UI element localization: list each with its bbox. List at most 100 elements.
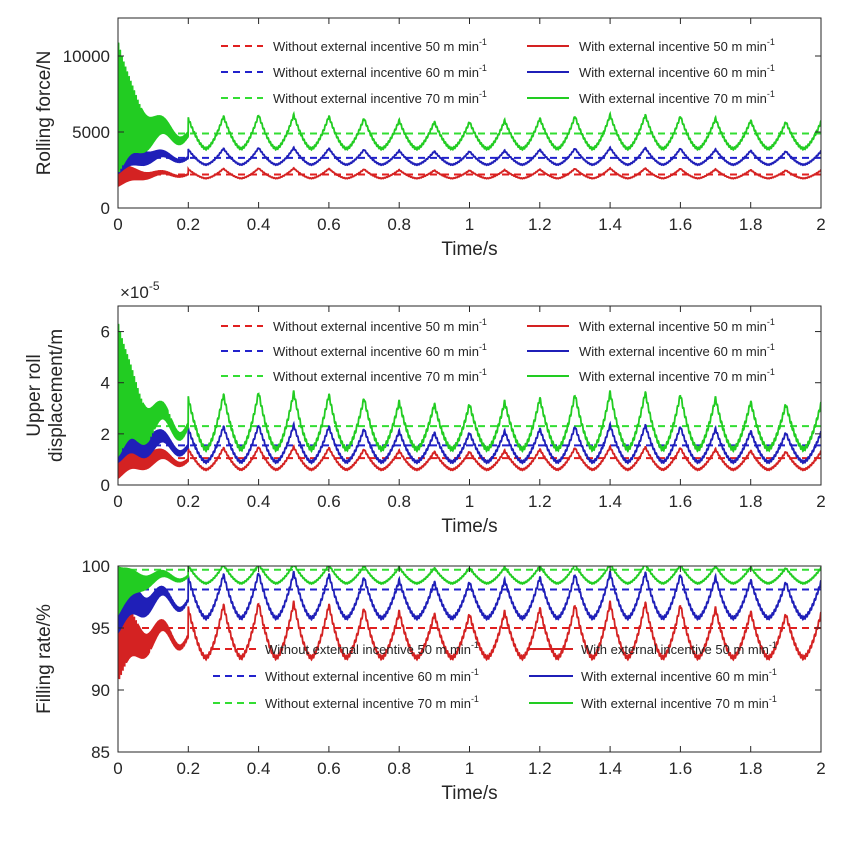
- x-tick-label: 0.6: [317, 759, 341, 778]
- legend-label: Without external incentive 50 m min-1: [265, 640, 479, 657]
- x-tick-label: 0.8: [387, 215, 411, 234]
- series-line: [118, 373, 821, 465]
- legend-item: With external incentive 60 m min-1: [527, 63, 775, 80]
- plot-area-1: [118, 42, 821, 187]
- subplot-2: 0 0.2 0.4 0.6 0.8 1 1.2 1.4 1.6 1.8 2 0 2 4 6 Time/s Upp…: [24, 279, 826, 537]
- series-line: [118, 597, 821, 680]
- series-line: [118, 410, 821, 480]
- x-tick-label: 0.6: [317, 215, 341, 234]
- x-tick-label: 0.6: [317, 492, 341, 511]
- x-tick-label: 1.8: [739, 215, 763, 234]
- legend-label: With external incentive 60 m min-1: [581, 667, 777, 684]
- legend-item: With external incentive 70 m min-1: [527, 367, 775, 384]
- x-tick-label: 2: [816, 759, 825, 778]
- x-tick-label: 2: [816, 215, 825, 234]
- legend-label: Without external incentive 70 m min-1: [273, 89, 487, 106]
- y-tick-label: 2: [101, 425, 110, 444]
- x-tick-label: 0.2: [176, 215, 200, 234]
- y-tick-label: 6: [101, 323, 110, 342]
- series-line: [118, 124, 821, 175]
- legend-item: Without external incentive 50 m min-1: [221, 317, 487, 334]
- subplot-3: 0 0.2 0.4 0.6 0.8 1 1.2 1.4 1.6 1.8 2 85 90 95 100 Time…: [34, 557, 826, 804]
- x-tick-label: 0.4: [247, 759, 271, 778]
- legend-label: Without external incentive 60 m min-1: [265, 667, 479, 684]
- legend-item: Without external incentive 60 m min-1: [213, 667, 479, 684]
- axes-box: [117, 565, 822, 753]
- legend-3: Without external incentive 50 m min-1 Wit…: [213, 640, 777, 711]
- x-tick-label: 1: [465, 215, 474, 234]
- y-tick-label: 0: [101, 199, 110, 218]
- x-tick-label: 0: [113, 492, 122, 511]
- x-tick-label: 1.2: [528, 759, 552, 778]
- x-tick-label: 0.8: [387, 492, 411, 511]
- legend-item: Without external incentive 50 m min-1: [221, 37, 487, 54]
- legend-label: Without external incentive 60 m min-1: [273, 63, 487, 80]
- legend-2: Without external incentive 50 m min-1 Wit…: [221, 317, 775, 384]
- legend-label: Without external incentive 50 m min-1: [273, 317, 487, 334]
- y-tick-label: 4: [101, 374, 110, 393]
- legend-item: With external incentive 60 m min-1: [527, 342, 775, 359]
- legend-label: With external incentive 60 m min-1: [579, 342, 775, 359]
- legend-item: With external incentive 50 m min-1: [527, 37, 775, 54]
- x-tick-label: 0: [113, 215, 122, 234]
- y-tick-label: 90: [91, 681, 110, 700]
- y-axis-label: Filling rate/%: [34, 604, 55, 714]
- legend-label: Without external incentive 60 m min-1: [273, 342, 487, 359]
- x-tick-label: 1.4: [598, 492, 622, 511]
- x-axis-label: Time/s: [441, 516, 497, 537]
- x-tick-label: 1.4: [598, 215, 622, 234]
- legend-label: Without external incentive 70 m min-1: [273, 367, 487, 384]
- subplot-1: 0 0.2 0.4 0.6 0.8 1 1.2 1.4 1.6 1.8 2 0 5000 10000 Tim…: [34, 17, 826, 260]
- legend-item: With external incentive 70 m min-1: [529, 694, 777, 711]
- x-tick-label: 1.6: [669, 215, 693, 234]
- y-tick-label: 5000: [72, 123, 110, 142]
- x-tick-label: 1.2: [528, 215, 552, 234]
- legend-1: Without external incentive 50 m min-1 Wit…: [221, 37, 775, 106]
- y-tick-label: 95: [91, 619, 110, 638]
- legend-label: Without external incentive 50 m min-1: [273, 37, 487, 54]
- x-axis-label: Time/s: [441, 783, 497, 804]
- legend-item: Without external incentive 60 m min-1: [221, 342, 487, 359]
- x-tick-label: 2: [816, 492, 825, 511]
- y-axis-label: Rolling force/N: [34, 51, 55, 176]
- series-line: [118, 566, 821, 634]
- legend-label: With external incentive 70 m min-1: [581, 694, 777, 711]
- x-tick-label: 1.8: [739, 492, 763, 511]
- legend-item: Without external incentive 60 m min-1: [221, 63, 487, 80]
- x-tick-label: 1.6: [669, 759, 693, 778]
- series-line: [118, 323, 821, 458]
- x-tick-label: 0.4: [247, 215, 271, 234]
- x-tick-label: 1.2: [528, 492, 552, 511]
- legend-label: With external incentive 50 m min-1: [579, 37, 775, 54]
- legend-item: With external incentive 70 m min-1: [527, 89, 775, 106]
- series-line: [118, 161, 821, 187]
- legend-item: Without external incentive 50 m min-1: [213, 640, 479, 657]
- x-tick-label: 1: [465, 492, 474, 511]
- legend-item: With external incentive 60 m min-1: [529, 667, 777, 684]
- legend-label: With external incentive 70 m min-1: [579, 367, 775, 384]
- legend-label: Without external incentive 70 m min-1: [265, 694, 479, 711]
- x-tick-label: 0.2: [176, 759, 200, 778]
- x-tick-label: 0.8: [387, 759, 411, 778]
- y-tick-label: 10000: [63, 47, 110, 66]
- x-tick-label: 0: [113, 759, 122, 778]
- legend-item: Without external incentive 70 m min-1: [221, 89, 487, 106]
- x-tick-label: 0.4: [247, 492, 271, 511]
- legend-label: With external incentive 50 m min-1: [579, 317, 775, 334]
- y-tick-label: 85: [91, 743, 110, 762]
- legend-item: Without external incentive 70 m min-1: [213, 694, 479, 711]
- y-axis-label: Upper roll: [24, 354, 45, 436]
- x-tick-label: 0.2: [176, 492, 200, 511]
- y-tick-label: 100: [82, 557, 110, 576]
- plot-area-2: [118, 323, 821, 480]
- legend-label: With external incentive 50 m min-1: [581, 640, 777, 657]
- y-exponent-label: ×10-5: [120, 279, 160, 302]
- legend-item: With external incentive 50 m min-1: [529, 640, 777, 657]
- x-tick-label: 1: [465, 759, 474, 778]
- y-tick-label: 0: [101, 476, 110, 495]
- series-line: [118, 42, 821, 173]
- legend-label: With external incentive 60 m min-1: [579, 63, 775, 80]
- x-tick-label: 1.6: [669, 492, 693, 511]
- x-tick-label: 1.4: [598, 759, 622, 778]
